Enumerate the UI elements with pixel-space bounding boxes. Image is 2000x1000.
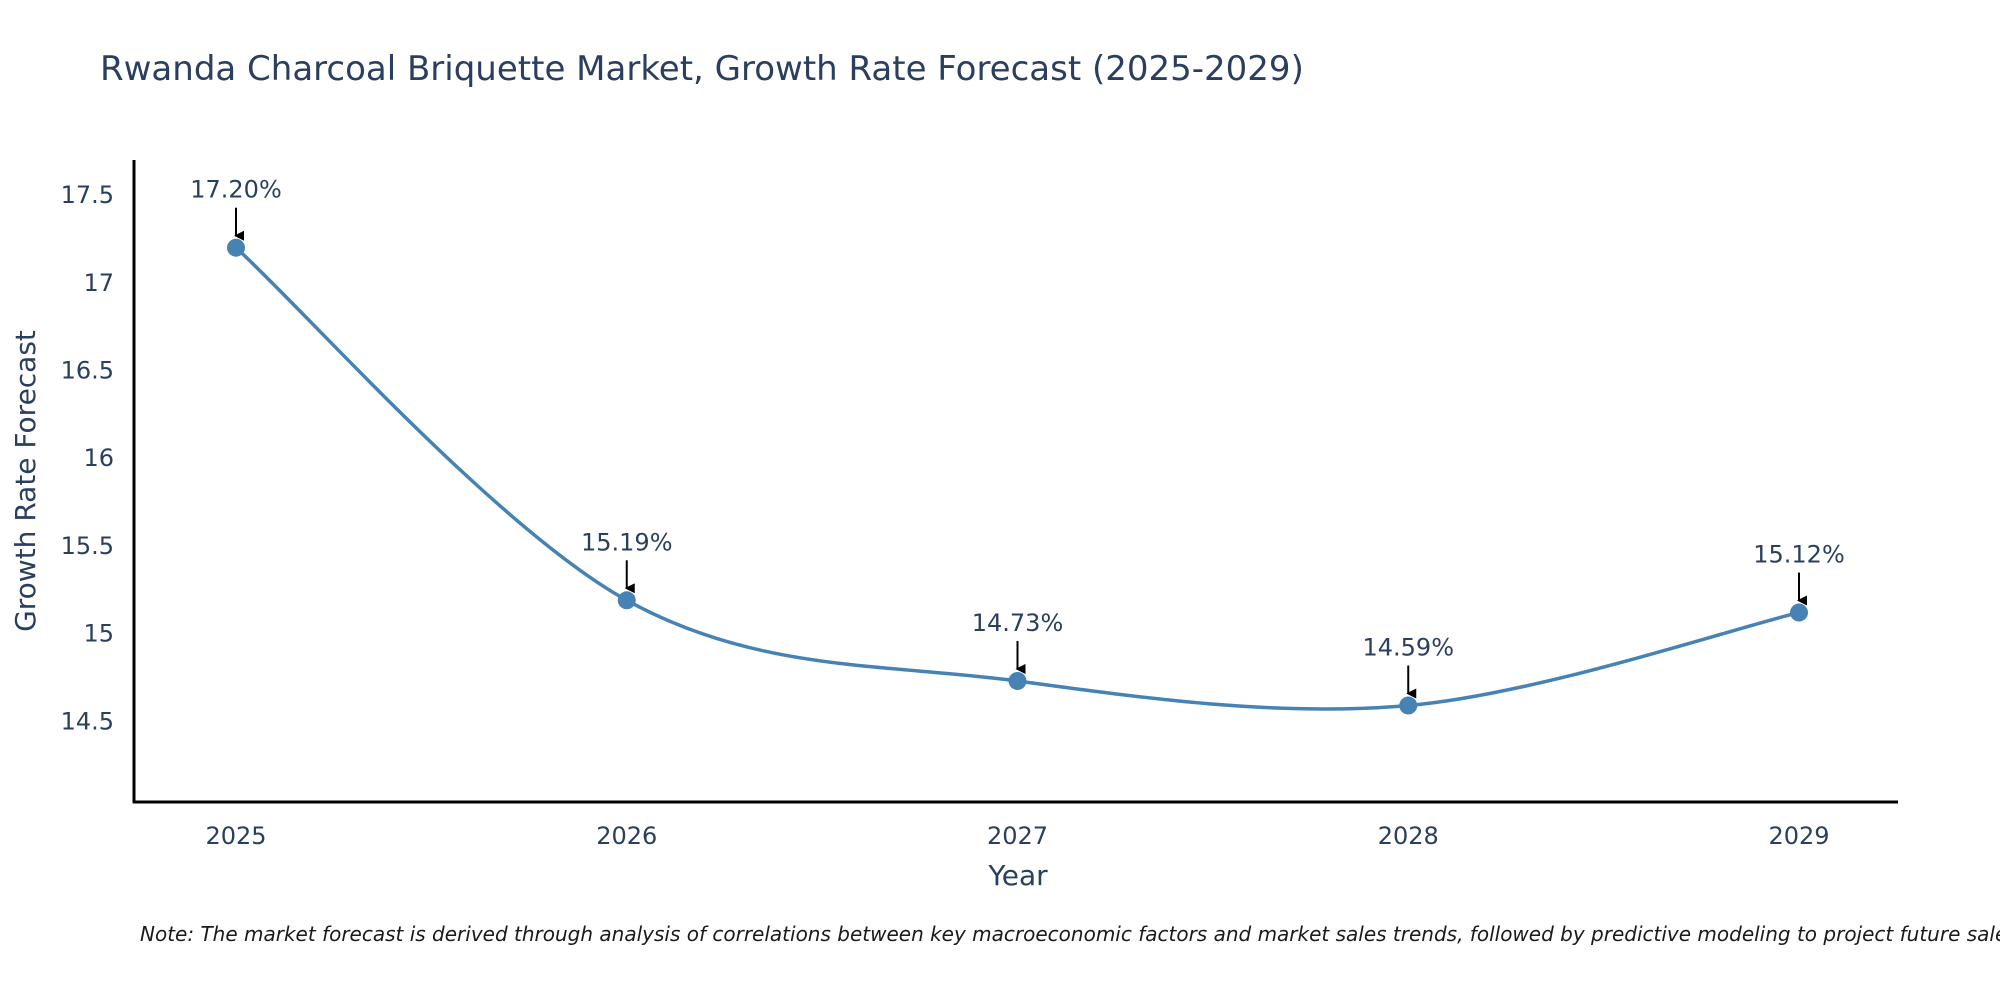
x-tick-label: 2026 — [596, 822, 657, 850]
y-axis-ticks: 14.5 15 15.5 16 16.5 17 17.5 — [61, 181, 114, 735]
y-tick-label: 16 — [83, 444, 114, 472]
data-label: 17.20% — [190, 176, 282, 204]
plot-area: 17.20% 15.19% 14.73% 14.59% 15.12% — [190, 176, 1845, 715]
y-tick-label: 17.5 — [61, 181, 114, 209]
y-tick-label: 17 — [83, 269, 114, 297]
x-tick-label: 2028 — [1378, 822, 1439, 850]
data-label: 14.73% — [972, 609, 1064, 637]
y-tick-label: 14.5 — [61, 707, 114, 735]
data-point[interactable] — [1399, 696, 1418, 715]
data-point[interactable] — [617, 591, 636, 610]
chart-title: Rwanda Charcoal Briquette Market, Growth… — [100, 49, 1304, 89]
y-tick-label: 16.5 — [61, 356, 114, 384]
y-tick-label: 15 — [83, 620, 114, 648]
data-point[interactable] — [1790, 603, 1808, 622]
data-label: 15.19% — [581, 528, 673, 556]
x-axis-title: Year — [987, 859, 1048, 892]
x-tick-label: 2025 — [205, 822, 266, 850]
data-point[interactable] — [1008, 671, 1027, 690]
series-line — [234, 246, 1800, 711]
y-tick-label: 15.5 — [61, 532, 114, 560]
data-label: 14.59% — [1362, 634, 1454, 662]
data-label: 15.12% — [1753, 541, 1845, 569]
x-tick-label: 2029 — [1768, 822, 1829, 850]
y-axis-title: Growth Rate Forecast — [9, 330, 42, 632]
data-point[interactable] — [227, 238, 245, 257]
x-tick-label: 2027 — [987, 822, 1048, 850]
footnote: Note: The market forecast is derived thr… — [140, 922, 2000, 946]
x-axis-ticks: 2025 2026 2027 2028 2029 — [205, 822, 1829, 850]
